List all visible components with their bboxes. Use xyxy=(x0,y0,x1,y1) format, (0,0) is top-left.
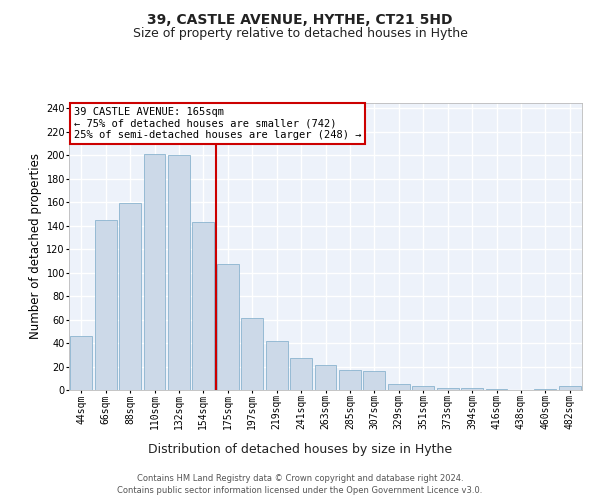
Text: Contains HM Land Registry data © Crown copyright and database right 2024.
Contai: Contains HM Land Registry data © Crown c… xyxy=(118,474,482,495)
Bar xyxy=(266,340,287,390)
Bar xyxy=(559,386,581,390)
Bar xyxy=(119,204,141,390)
Bar xyxy=(70,336,92,390)
Bar xyxy=(437,388,458,390)
Text: Distribution of detached houses by size in Hythe: Distribution of detached houses by size … xyxy=(148,442,452,456)
Y-axis label: Number of detached properties: Number of detached properties xyxy=(29,153,42,340)
Bar xyxy=(339,370,361,390)
Bar xyxy=(364,371,385,390)
Bar xyxy=(193,222,214,390)
Bar xyxy=(485,389,508,390)
Bar xyxy=(143,154,166,390)
Text: 39, CASTLE AVENUE, HYTHE, CT21 5HD: 39, CASTLE AVENUE, HYTHE, CT21 5HD xyxy=(147,12,453,26)
Text: 39 CASTLE AVENUE: 165sqm
← 75% of detached houses are smaller (742)
25% of semi-: 39 CASTLE AVENUE: 165sqm ← 75% of detach… xyxy=(74,107,362,140)
Bar xyxy=(95,220,116,390)
Bar xyxy=(388,384,410,390)
Text: Size of property relative to detached houses in Hythe: Size of property relative to detached ho… xyxy=(133,28,467,40)
Bar xyxy=(290,358,312,390)
Bar xyxy=(241,318,263,390)
Bar xyxy=(217,264,239,390)
Bar xyxy=(535,389,556,390)
Bar xyxy=(461,388,483,390)
Bar xyxy=(314,366,337,390)
Bar xyxy=(168,156,190,390)
Bar xyxy=(412,386,434,390)
